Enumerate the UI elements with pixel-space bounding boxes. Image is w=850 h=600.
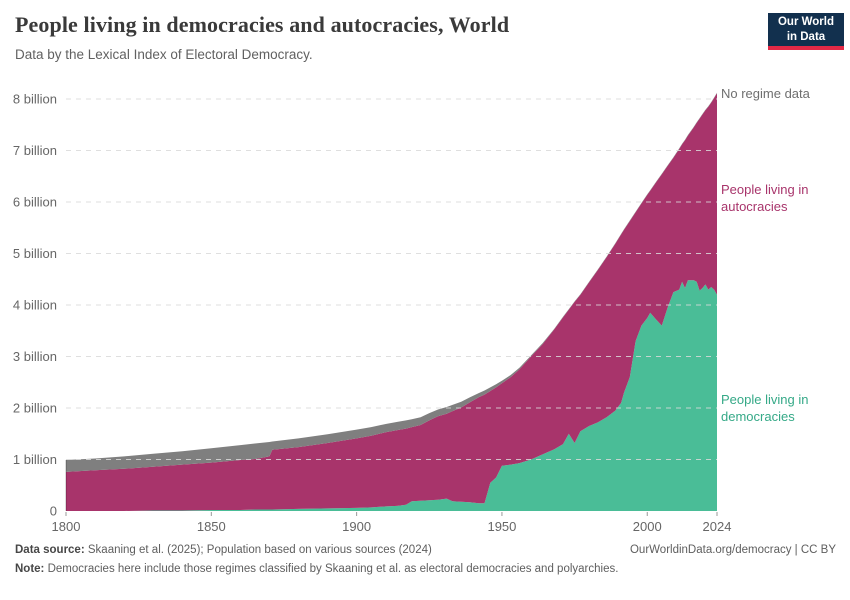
series-label-democracies: People living in democracies xyxy=(721,392,809,424)
series-label-no-regime-data: No regime data xyxy=(721,86,810,101)
area-people-living-in-democracies xyxy=(66,280,717,511)
y-tick-label: 7 billion xyxy=(13,143,57,158)
y-tick-label: 8 billion xyxy=(13,92,57,107)
page-title: People living in democracies and autocra… xyxy=(15,12,510,37)
data-source-label: Data source: xyxy=(15,544,85,556)
series-label-autocracies: People living in autocracies xyxy=(721,182,809,214)
owid-logo-line2: in Data xyxy=(786,30,826,43)
chart-header: People living in democracies and autocra… xyxy=(15,12,755,62)
x-tick-label: 1950 xyxy=(487,519,516,534)
note-line: Note: Democracies here include those reg… xyxy=(15,563,836,575)
x-tick-label: 1900 xyxy=(342,519,371,534)
x-tick-label: 2000 xyxy=(633,519,662,534)
y-tick-label: 3 billion xyxy=(13,349,57,364)
y-tick-label: 5 billion xyxy=(13,246,57,261)
x-tick-label: 2024 xyxy=(703,519,732,534)
note-label: Note: xyxy=(15,563,45,575)
x-tick-label: 1800 xyxy=(52,519,81,534)
page-subtitle: Data by the Lexical Index of Electoral D… xyxy=(15,47,313,62)
data-source-text: Skaaning et al. (2025); Population based… xyxy=(87,544,432,556)
data-source-line: Data source: Skaaning et al. (2025); Pop… xyxy=(15,544,432,556)
x-tick-label: 1850 xyxy=(197,519,226,534)
chart-footer: Data source: Skaaning et al. (2025); Pop… xyxy=(15,544,836,575)
y-tick-label: 0 xyxy=(50,504,57,519)
owid-logo-line1: Our World xyxy=(777,15,834,28)
footer-link[interactable]: OurWorldinData.org/democracy | CC BY xyxy=(629,544,836,556)
note-text: Democracies here include those regimes c… xyxy=(47,563,619,575)
owid-logo: Our World in Data xyxy=(768,13,844,50)
area-people-living-in-autocracies xyxy=(66,93,717,512)
y-tick-label: 1 billion xyxy=(13,452,57,467)
y-tick-label: 4 billion xyxy=(13,298,57,313)
y-tick-label: 2 billion xyxy=(13,401,57,416)
y-tick-label: 6 billion xyxy=(13,195,57,210)
